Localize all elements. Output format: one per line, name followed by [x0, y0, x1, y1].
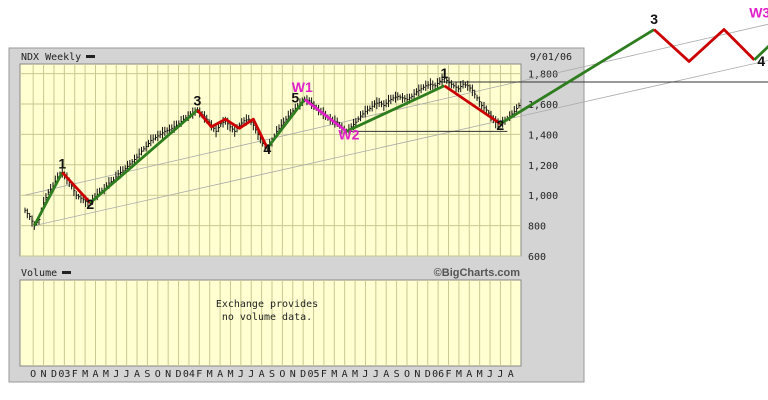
wave-label: 4: [263, 141, 271, 157]
x-tick-label: O: [155, 369, 161, 380]
volume-title: Volume: [21, 268, 57, 279]
x-tick-label: A: [342, 369, 348, 380]
x-tick-label: 04: [183, 369, 195, 380]
x-tick-label: O: [30, 369, 36, 380]
x-tick-label: D: [176, 369, 182, 380]
copyright-text: ©BigCharts.com: [434, 267, 521, 279]
wave-segment: [443, 84, 502, 125]
x-tick-label: J: [124, 369, 130, 380]
y-tick-label: 1,200: [528, 161, 558, 172]
wave-segment: [653, 28, 756, 63]
x-tick-label: M: [331, 369, 337, 380]
wave-segment: [266, 98, 306, 149]
wave-label: 2: [86, 196, 94, 212]
x-tick-label: J: [113, 369, 119, 380]
x-tick-label: F: [72, 369, 78, 380]
x-tick-label: M: [82, 369, 88, 380]
x-tick-label: A: [134, 369, 140, 380]
upper-channel-line: [24, 23, 768, 196]
wave-segment: [753, 44, 768, 61]
volume-note-line-2: no volume data.: [222, 312, 312, 323]
x-tick-label: J: [373, 369, 379, 380]
wave-label: 5: [291, 89, 299, 105]
x-tick-label: M: [352, 369, 358, 380]
x-tick-label: A: [383, 369, 389, 380]
x-tick-label: F: [196, 369, 202, 380]
x-tick-label: F: [321, 369, 327, 380]
x-tick-label: A: [508, 369, 514, 380]
y-tick-label: 1,000: [528, 191, 558, 202]
x-tick-label: F: [445, 369, 451, 380]
x-tick-label: D: [300, 369, 306, 380]
wave-label: 3: [650, 11, 658, 27]
x-tick-label: A: [217, 369, 223, 380]
x-tick-label: 03: [58, 369, 70, 380]
volume-legend-mark: [62, 271, 71, 274]
lower-channel-line: [34, 60, 768, 226]
chart-title: NDX Weekly: [21, 52, 81, 63]
wave-segment: [61, 171, 92, 204]
volume-note-line-1: Exchange provides: [216, 299, 318, 310]
title-legend-mark: [86, 55, 95, 58]
wave-label: 1: [58, 156, 66, 172]
x-tick-label: D: [51, 369, 57, 380]
wave-label: W3 ?: [749, 4, 768, 20]
x-tick-label: S: [144, 369, 150, 380]
x-tick-label: S: [394, 369, 400, 380]
wave-segment: [33, 171, 64, 227]
x-tick-label: M: [103, 369, 109, 380]
x-tick-label: N: [414, 369, 420, 380]
wave-label: 2: [496, 117, 504, 133]
price-panel: [19, 63, 522, 257]
x-tick-label: A: [466, 369, 472, 380]
y-tick-label: 1,600: [528, 100, 558, 111]
y-tick-label: 1,800: [528, 70, 558, 81]
x-tick-label: J: [362, 369, 368, 380]
x-tick-label: D: [425, 369, 431, 380]
wave-segment: [499, 28, 655, 125]
wave-label: 1: [441, 65, 449, 81]
x-tick-label: N: [165, 369, 171, 380]
x-tick-label: N: [41, 369, 47, 380]
y-tick-label: 1,400: [528, 130, 558, 141]
wave-label: W1: [292, 79, 313, 95]
x-tick-label: J: [487, 369, 493, 380]
wave-label: 3: [194, 93, 202, 109]
volume-panel: [19, 279, 522, 367]
x-tick-label: M: [456, 369, 462, 380]
x-tick-label: N: [290, 369, 296, 380]
x-tick-label: J: [497, 369, 503, 380]
x-tick-label: 05: [308, 369, 320, 380]
wave-segment: [303, 98, 348, 133]
wave-segment: [345, 84, 445, 133]
chart-date: 9/01/06: [530, 52, 572, 63]
x-tick-label: M: [227, 369, 233, 380]
x-tick-label: 06: [432, 369, 444, 380]
wave-label: W2: [338, 127, 359, 143]
x-tick-label: J: [248, 369, 254, 380]
x-tick-label: M: [207, 369, 213, 380]
y-tick-label: 600: [528, 252, 546, 263]
wave-segment: [89, 109, 199, 204]
y-tick-label: 800: [528, 222, 546, 233]
wave-label: 4: [757, 53, 765, 69]
x-tick-label: O: [279, 369, 285, 380]
x-tick-label: J: [238, 369, 244, 380]
x-tick-label: A: [259, 369, 265, 380]
x-tick-label: M: [477, 369, 483, 380]
x-tick-label: O: [404, 369, 410, 380]
x-tick-label: S: [269, 369, 275, 380]
wave-segment: [196, 109, 269, 149]
x-tick-label: A: [92, 369, 98, 380]
